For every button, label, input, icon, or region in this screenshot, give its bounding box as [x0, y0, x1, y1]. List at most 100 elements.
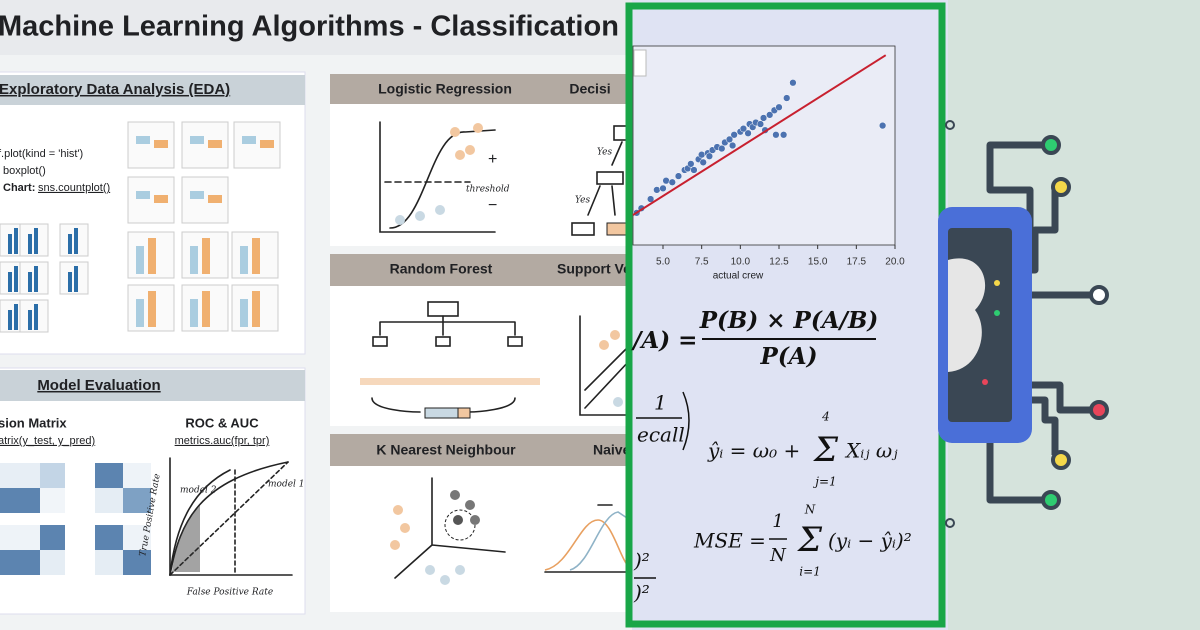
- mini-bar: [34, 266, 38, 292]
- x-tick-label: 15.0: [808, 257, 828, 268]
- decoration: [1051, 450, 1071, 470]
- mini-box: [260, 140, 274, 148]
- scatter-point: [705, 152, 714, 160]
- decoration: [587, 141, 623, 216]
- decoration: [596, 171, 624, 185]
- decoration: [425, 565, 435, 575]
- scatter-point: [687, 160, 695, 168]
- paren: [682, 391, 690, 451]
- mini-box: [136, 136, 150, 144]
- eda-line: f.plot(kind = 'hist'): [0, 148, 83, 160]
- roc-code: metrics.auc(fpr, tpr): [175, 435, 270, 447]
- eda-heading: Exploratory Data Analysis (EDA): [0, 81, 230, 98]
- scatter-point: [699, 158, 707, 166]
- decoration: [986, 440, 1045, 504]
- formula: Xᵢⱼ ωⱼ: [844, 439, 898, 463]
- mini-bar: [252, 238, 260, 274]
- tree-sketch: Yes Yes: [571, 125, 631, 236]
- mini-bar: [14, 304, 18, 330]
- decoration: [40, 488, 65, 513]
- x-axis-label: actual crew: [713, 271, 764, 282]
- scatter-point: [739, 125, 748, 133]
- mini-bar: [8, 310, 12, 330]
- decoration: [400, 523, 410, 533]
- algo-heading: Logistic Regression: [378, 81, 512, 97]
- decoration: [394, 477, 506, 579]
- knn-sketch: [390, 477, 506, 585]
- decoration: [40, 525, 65, 550]
- scatter-point: [662, 177, 670, 185]
- formula: /A) =: [631, 327, 697, 354]
- mini-bar: [240, 299, 248, 327]
- eda-chart-code: sns.countplot(): [38, 182, 110, 194]
- chip-led: [994, 310, 1000, 316]
- roc-title: ROC & AUC: [185, 415, 259, 430]
- formula: )²: [633, 581, 650, 605]
- scatter-point: [783, 94, 791, 102]
- decoration: [379, 121, 496, 233]
- decoration: [330, 434, 632, 466]
- decoration: [123, 525, 151, 550]
- x-tick-label: 7.5: [695, 257, 709, 268]
- circuit-nodes: [1041, 135, 1109, 510]
- mini-bar: [202, 238, 210, 274]
- decoration: [390, 540, 400, 550]
- eval-header: [0, 370, 305, 401]
- decoration: [0, 550, 40, 575]
- decoration: [507, 336, 523, 347]
- scatter-point: [690, 166, 698, 174]
- eda-chart-label: Chart:: [3, 182, 35, 194]
- decoration: [470, 515, 480, 525]
- mini-plots: [0, 121, 281, 333]
- mini-box: [242, 136, 256, 144]
- decoration: [95, 488, 123, 513]
- formula: 1: [654, 391, 667, 415]
- decoration: [599, 340, 609, 350]
- decoration: [435, 205, 445, 215]
- decoration: [95, 550, 123, 575]
- x-tick-label: 12.5: [769, 257, 789, 268]
- scatter-point: [878, 121, 887, 130]
- roc-model1: model 1: [268, 480, 305, 490]
- scatter-point: [772, 131, 780, 139]
- mini-bar: [28, 234, 32, 254]
- scatter: 5.0 7.5 10.0 12.5 15.0 17.5 20.0: [632, 54, 905, 268]
- plot-area: [632, 45, 896, 246]
- legend-box: [633, 49, 647, 77]
- algo-heading: Naive: [593, 442, 631, 458]
- scatter-point: [668, 178, 676, 186]
- decoration: [453, 515, 463, 525]
- mini-bar: [148, 291, 156, 327]
- decoration: [40, 463, 65, 488]
- mini-bar: [28, 310, 32, 330]
- decoration: [1089, 400, 1109, 420]
- decoration: [40, 550, 65, 575]
- scatter-point: [766, 111, 774, 119]
- decoration: [465, 500, 475, 510]
- eda-header: [0, 75, 305, 105]
- mini-bar: [190, 299, 198, 327]
- formula: (yᵢ − ŷᵢ)²: [828, 529, 912, 553]
- decoration: [123, 550, 151, 575]
- mini-box: [190, 191, 204, 199]
- formula: ŷᵢ = ω₀ +: [707, 439, 800, 463]
- algo-heading: Random Forest: [390, 261, 493, 277]
- decoration: [1041, 490, 1061, 510]
- mini-bar: [74, 228, 78, 254]
- decoration: [569, 511, 631, 571]
- decoration: [0, 463, 40, 488]
- mini-bar: [136, 299, 144, 327]
- decoration: [435, 336, 451, 347]
- decoration: [95, 463, 123, 488]
- chip-face: [948, 258, 986, 372]
- scatter-point: [653, 186, 661, 194]
- mini-bar: [68, 234, 72, 254]
- decoration: [455, 150, 465, 160]
- scatter-point: [646, 195, 655, 203]
- decoration: [1012, 330, 1028, 338]
- scatter-point: [744, 129, 752, 137]
- mini-bar: [14, 266, 18, 292]
- scatter-point: [756, 120, 765, 128]
- formula: N: [769, 545, 787, 566]
